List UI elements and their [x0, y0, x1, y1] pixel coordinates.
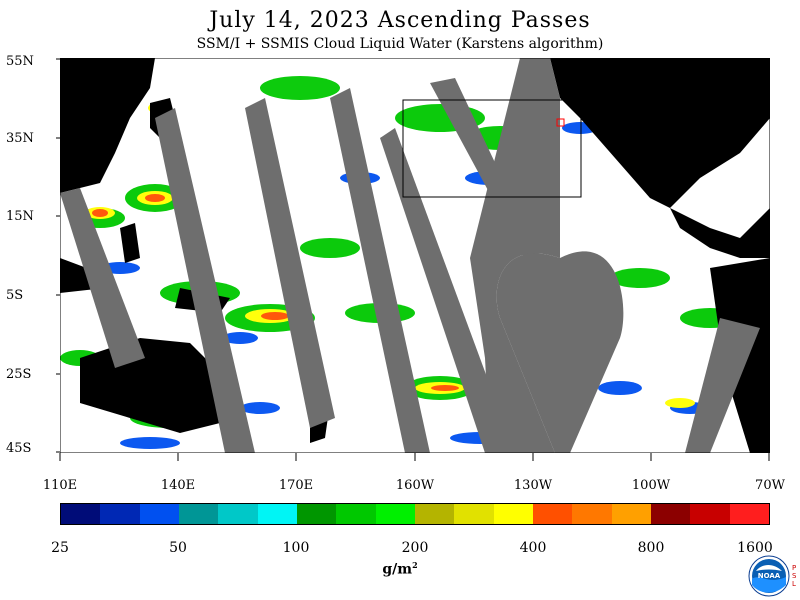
colorbar-swatch [414, 504, 455, 524]
colorbar-swatch [139, 504, 179, 524]
chart-subtitle: SSM/I + SSMIS Cloud Liquid Water (Karste… [196, 36, 604, 52]
colorbar [60, 503, 770, 525]
chart-title: July 14, 2023 Ascending Passes [209, 8, 591, 33]
swath-gaps [60, 58, 760, 453]
units-text: g/m [382, 561, 413, 578]
central-america [670, 208, 770, 258]
colorbar-swatch [257, 504, 297, 524]
philippines [120, 223, 140, 263]
lat-label-25s: 25S [6, 367, 32, 382]
swath-gap-2 [155, 108, 255, 453]
colorbar-swatch [100, 504, 140, 524]
swath-gap-1 [60, 188, 145, 368]
swath-gap-3 [245, 98, 335, 428]
lon-label-100w: 100W [631, 478, 671, 493]
colorbar-swatch [650, 504, 691, 524]
lon-label-110e: 110E [42, 478, 78, 493]
colorbar-swatch [729, 504, 769, 524]
lat-ticks [56, 58, 60, 453]
lon-label-70w: 70W [755, 478, 785, 493]
noaa-logo: NOAA [748, 555, 790, 597]
colorbar-swatch [690, 504, 730, 524]
colorbar-tick-400: 400 [519, 540, 547, 556]
colorbar-tick-800: 800 [637, 540, 665, 556]
colorbar-swatch [572, 504, 612, 524]
lat-label-35n: 35N [6, 131, 34, 146]
swath-gap-7 [470, 58, 560, 453]
swath-gap-4 [330, 88, 430, 453]
lat-label-45s: 45S [6, 441, 32, 456]
swath-gap-5 [380, 128, 515, 453]
lon-label-160w: 160W [395, 478, 435, 493]
colorbar-tick-50: 50 [169, 540, 187, 556]
lat-label-55n: 55N [6, 54, 34, 69]
inset-box [402, 99, 582, 198]
colorbar-swatch [532, 504, 573, 524]
colorbar-swatch [296, 504, 337, 524]
colorbar-swatch [218, 504, 258, 524]
noaa-logo-text: NOAA [758, 572, 781, 580]
colorbar-swatch [375, 504, 415, 524]
colorbar-swatch [493, 504, 533, 524]
location-marker [556, 118, 565, 127]
swath-gap-9 [685, 318, 760, 453]
colorbar-tick-100: 100 [282, 540, 310, 556]
lon-ticks [59, 453, 770, 461]
cloud-water-map [60, 58, 770, 453]
lon-label-130w: 130W [513, 478, 553, 493]
colorbar-tick-200: 200 [401, 540, 429, 556]
swath-gap-8 [496, 251, 624, 453]
lon-label-140e: 140E [160, 478, 196, 493]
units-superscript: 2 [412, 560, 418, 570]
colorbar-units: g/m2 [370, 560, 430, 578]
asia-landmass [60, 58, 155, 193]
colorbar-tick-25: 25 [51, 540, 69, 556]
colorbar-swatch [611, 504, 651, 524]
north-america [550, 58, 770, 208]
colorbar-tick-1600: 1600 [737, 540, 773, 556]
lon-label-170e: 170E [278, 478, 314, 493]
lat-label-5s: 5S [6, 288, 24, 303]
lat-label-15n: 15N [6, 209, 34, 224]
colorbar-swatch [61, 504, 101, 524]
colorbar-swatch [454, 504, 494, 524]
colorbar-swatch [178, 504, 219, 524]
colorbar-swatch [336, 504, 376, 524]
